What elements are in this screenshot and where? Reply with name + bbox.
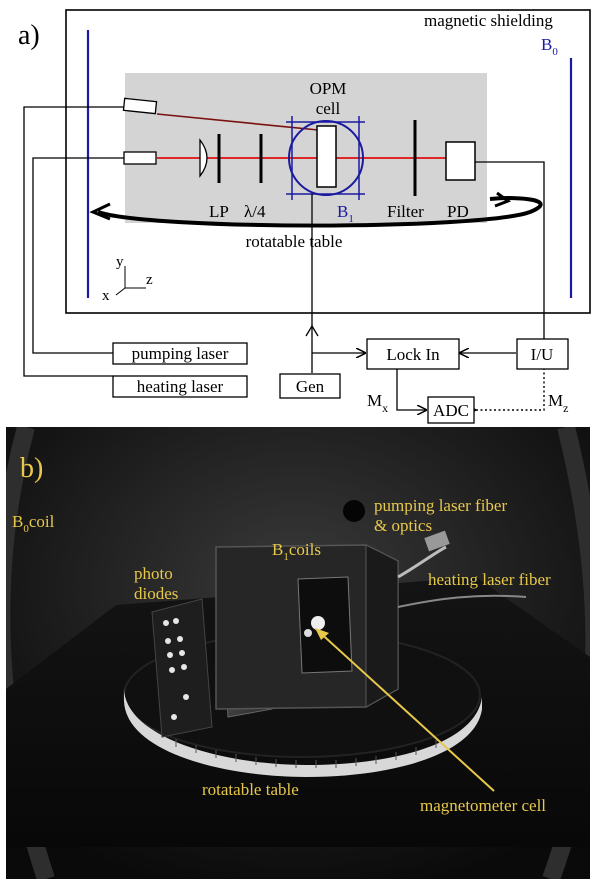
scale-ring (124, 689, 482, 777)
scale-ticks (175, 739, 437, 768)
rotation-arrow-right-head (494, 191, 512, 208)
iu-box (516, 338, 569, 370)
setup-schematic: a) magnetic shielding B0 OPM cell LP λ/4… (18, 9, 591, 424)
adc-label: ADC (433, 401, 469, 420)
pumping-fiber-cable (397, 545, 447, 579)
lockin-label: Lock In (386, 345, 440, 364)
photodiode (445, 141, 476, 181)
pumping-laser-label: pumping laser (132, 344, 229, 363)
axis-y-label: y (116, 254, 124, 270)
b1-label: B1 (337, 202, 354, 225)
b1-coil-window (297, 576, 353, 674)
opm-label-line1: OPM (310, 79, 347, 98)
lp-label: LP (209, 202, 229, 221)
rotatable-table-label: rotatable table (246, 232, 343, 251)
pumping-laser-box (112, 342, 248, 365)
gen-box (279, 373, 341, 399)
b1-coil (288, 120, 364, 196)
gen-label: Gen (296, 377, 325, 396)
cell-highlight-2 (304, 629, 312, 637)
pd-to-iu-line (475, 161, 545, 341)
lens (199, 138, 208, 178)
b0-label: B0 (541, 35, 558, 58)
iu-label: I/U (531, 345, 554, 364)
axis-x-label: x (102, 288, 110, 304)
pointer-arrow-head (315, 628, 329, 640)
adc-box (427, 396, 475, 424)
housing-side (365, 544, 399, 708)
opm-cell (316, 125, 337, 188)
mx-label: Mx (367, 391, 388, 415)
pumping-fiber (23, 106, 124, 377)
pumping-fiber-label-line1: pumping laser fiber (374, 496, 507, 515)
wall-hole (343, 500, 365, 522)
photodiodes-label-line2: diodes (134, 584, 178, 603)
pumping-fiber-label-line2: & optics (374, 516, 432, 535)
pumping-fiber-optics (424, 530, 450, 552)
heating-laser-label: heating laser (137, 377, 224, 396)
magnetometer-cell-pointer (315, 628, 495, 792)
magnetic-shielding-box (65, 9, 591, 314)
pumping-collimator (122, 97, 158, 115)
heating-collimator (123, 151, 157, 165)
opm-label-line2: cell (316, 99, 341, 118)
magnetometer-cell-shape (311, 616, 325, 630)
b1coils-label: B1coils (272, 540, 321, 563)
rotatable-table-area (125, 73, 487, 223)
photodiodes-label-line1: photo (134, 564, 173, 583)
panel-b-label: b) (20, 453, 43, 484)
mz-label: Mz (548, 391, 568, 415)
panel-a-label: a) (18, 20, 40, 51)
heating-fiber-label: heating laser fiber (428, 570, 551, 589)
axis-z-label: z (146, 272, 153, 288)
heating-fiber-cable (397, 594, 527, 608)
heating-beam (156, 113, 319, 131)
b0coil-label: B0coil (12, 512, 55, 535)
setup-photo: b) B0coil B1coils photo diodes pumping l… (6, 427, 590, 879)
pd-label: PD (447, 202, 469, 221)
rotatable-table-photo-label: rotatable table (202, 780, 299, 799)
lockin-to-adc-line (396, 367, 426, 410)
rotation-arrow (97, 196, 543, 228)
heating-laser-box (112, 375, 248, 398)
photodiode-dots (163, 618, 189, 720)
magnetic-shielding-label: magnetic shielding (424, 11, 553, 30)
gen-arrow-head (305, 324, 319, 337)
quarter-wave-label: λ/4 (244, 202, 266, 221)
magnetometer-cell-label: magnetometer cell (420, 796, 546, 815)
axis-x-line (115, 287, 126, 296)
rotation-arrow-left-head (89, 202, 111, 221)
heating-fiber (32, 157, 124, 354)
lockin-box (366, 338, 460, 370)
iu-to-adc-dotted-line (475, 368, 545, 410)
filter-label: Filter (387, 202, 424, 221)
